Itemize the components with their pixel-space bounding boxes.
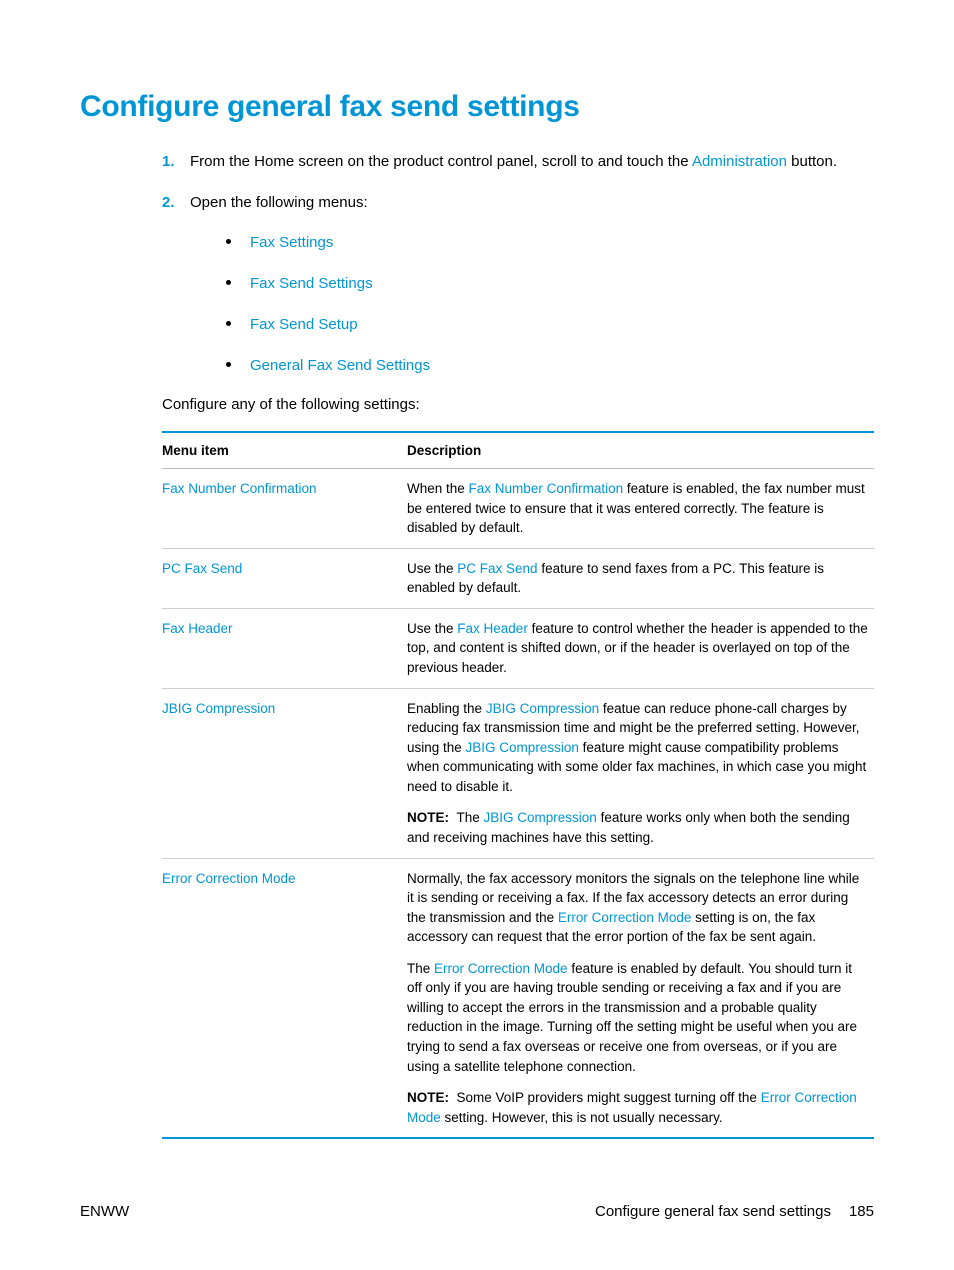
table-row: Error Correction Mode Normally, the fax … <box>162 858 874 1138</box>
step-1-text-pre: From the Home screen on the product cont… <box>190 153 692 170</box>
col-header-menuitem: Menu item <box>162 432 407 469</box>
note-label: NOTE: <box>407 810 449 825</box>
administration-link: Administration <box>692 153 787 170</box>
row-item: Error Correction Mode <box>162 871 296 886</box>
bullet-link-3: General Fax Send Settings <box>250 357 430 374</box>
step-1-text-post: button. <box>787 153 837 170</box>
p1-link: Error Correction Mode <box>558 910 692 925</box>
row-desc: Use the PC Fax Send feature to send faxe… <box>407 548 874 608</box>
bullet-link-2: Fax Send Setup <box>250 316 358 333</box>
note-label: NOTE: <box>407 1090 449 1105</box>
row-desc: Use the Fax Header feature to control wh… <box>407 608 874 688</box>
footer-section-title: Configure general fax send settings <box>595 1203 831 1220</box>
note-pre: The <box>457 810 484 825</box>
step-1: From the Home screen on the product cont… <box>162 150 874 173</box>
row-item: JBIG Compression <box>162 701 275 716</box>
menu-path-list: Fax Settings Fax Send Settings Fax Send … <box>220 231 874 378</box>
p1-link1: JBIG Compression <box>486 701 599 716</box>
p1-link2: JBIG Compression <box>466 740 579 755</box>
page-title: Configure general fax send settings <box>80 90 874 124</box>
row-item: Fax Header <box>162 621 233 636</box>
note-post: setting. However, this is not usually ne… <box>441 1110 723 1125</box>
bullet-link-0: Fax Settings <box>250 234 333 251</box>
note-pre: Some VoIP providers might suggest turnin… <box>457 1090 761 1105</box>
note-link: JBIG Compression <box>484 810 597 825</box>
table-row: JBIG Compression Enabling the JBIG Compr… <box>162 688 874 858</box>
table-row: Fax Header Use the Fax Header feature to… <box>162 608 874 688</box>
desc-pre: Use the <box>407 561 457 576</box>
p2-pre: The <box>407 961 434 976</box>
step-2-text: Open the following menus: <box>190 194 368 211</box>
table-row: Fax Number Confirmation When the Fax Num… <box>162 469 874 549</box>
row-desc: Normally, the fax accessory monitors the… <box>407 858 874 1138</box>
menu-bullet: General Fax Send Settings <box>220 354 874 377</box>
menu-bullet: Fax Settings <box>220 231 874 254</box>
menu-bullet: Fax Send Settings <box>220 272 874 295</box>
steps-list: From the Home screen on the product cont… <box>162 150 874 378</box>
page-number: 185 <box>849 1203 874 1220</box>
desc-link: PC Fax Send <box>457 561 537 576</box>
col-header-description: Description <box>407 432 874 469</box>
footer-left: ENWW <box>80 1203 129 1220</box>
row-item: PC Fax Send <box>162 561 242 576</box>
intro-text: Configure any of the following settings: <box>162 396 874 413</box>
menu-bullet: Fax Send Setup <box>220 313 874 336</box>
row-desc: When the Fax Number Confirmation feature… <box>407 469 874 549</box>
settings-table: Menu item Description Fax Number Confirm… <box>162 431 874 1140</box>
row-item: Fax Number Confirmation <box>162 481 317 496</box>
desc-pre: When the <box>407 481 469 496</box>
p2-link: Error Correction Mode <box>434 961 568 976</box>
bullet-link-1: Fax Send Settings <box>250 275 373 292</box>
desc-pre: Use the <box>407 621 457 636</box>
desc-link: Fax Header <box>457 621 528 636</box>
row-desc: Enabling the JBIG Compression featue can… <box>407 688 874 858</box>
step-2: Open the following menus: Fax Settings F… <box>162 191 874 377</box>
p2-post: feature is enabled by default. You shoul… <box>407 961 857 1074</box>
desc-link: Fax Number Confirmation <box>469 481 624 496</box>
p1-pre: Enabling the <box>407 701 486 716</box>
table-row: PC Fax Send Use the PC Fax Send feature … <box>162 548 874 608</box>
content-body: From the Home screen on the product cont… <box>80 150 874 1139</box>
page-footer: ENWW Configure general fax send settings… <box>80 1203 874 1220</box>
